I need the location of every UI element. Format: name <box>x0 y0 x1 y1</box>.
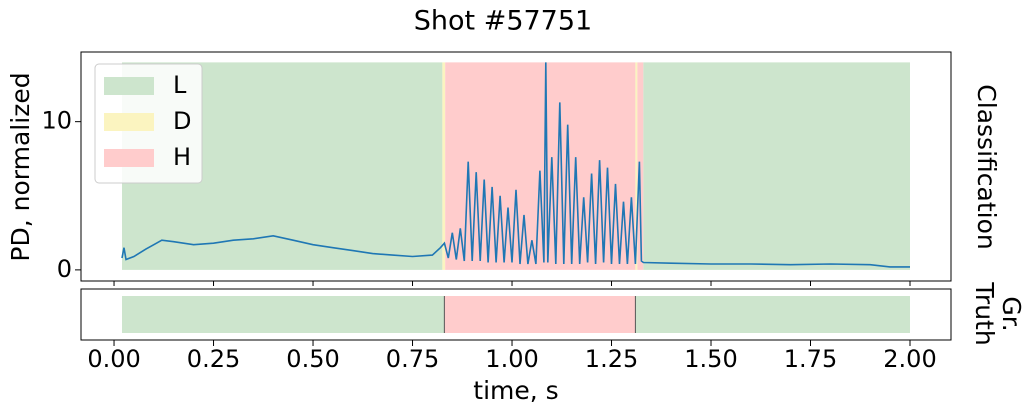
gt-region <box>444 296 636 333</box>
legend-label: L <box>173 71 187 99</box>
x-tick-label: 1.25 <box>585 345 638 373</box>
signal-line <box>121 62 910 268</box>
x-tick-label: 1.50 <box>684 345 737 373</box>
legend-swatch <box>104 77 154 95</box>
x-tick-label: 0.75 <box>386 345 439 373</box>
y-axis-label: PD, normalized <box>6 72 35 261</box>
gt-label: Gr. <box>997 296 1026 331</box>
x-tick-label: 0.00 <box>87 345 140 373</box>
legend-swatch <box>104 113 154 131</box>
axes-frame <box>80 51 952 282</box>
y-tick-label: 10 <box>41 107 72 135</box>
class-region <box>643 62 911 270</box>
class-region <box>637 62 644 270</box>
x-tick-label: 0.50 <box>286 345 339 373</box>
x-axis-label: time, s <box>473 376 558 405</box>
x-tick-label: 2.00 <box>883 345 936 373</box>
gt-label: Truth <box>970 281 999 345</box>
gt-region <box>121 296 445 333</box>
class-region <box>445 62 636 270</box>
y-tick-label: 0 <box>57 255 72 283</box>
axes-frame <box>80 288 952 341</box>
legend-label: H <box>173 143 191 171</box>
right-label: Classification <box>972 84 1001 249</box>
class-region <box>635 62 638 270</box>
x-tick-label: 1.00 <box>485 345 538 373</box>
legend-swatch <box>104 149 154 167</box>
x-tick-label: 0.25 <box>187 345 240 373</box>
class-region <box>442 62 446 270</box>
chart-title: Shot #57751 <box>414 6 592 37</box>
gt-region <box>635 296 911 333</box>
x-tick-label: 1.75 <box>784 345 837 373</box>
legend-label: D <box>173 107 191 135</box>
